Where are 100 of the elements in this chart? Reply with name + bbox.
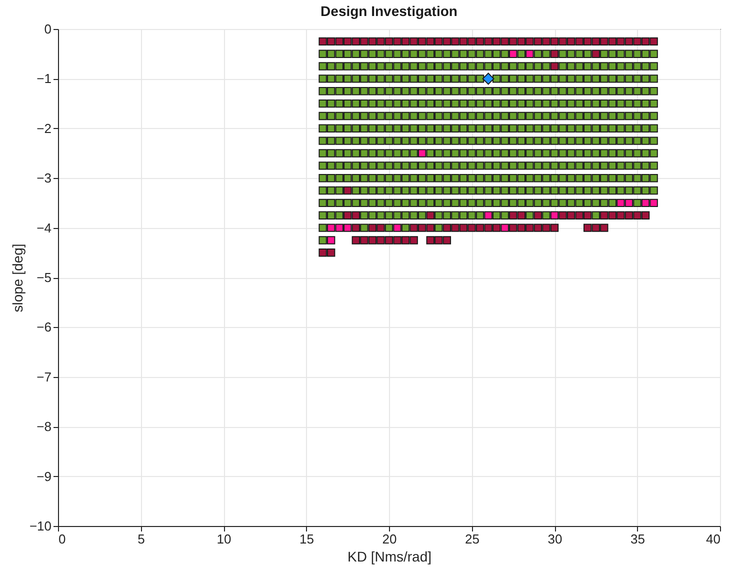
- point: [451, 149, 460, 158]
- point: [384, 198, 394, 208]
- point: [616, 198, 625, 208]
- x-tick-label: 10: [216, 532, 232, 546]
- point: [368, 211, 377, 220]
- point: [410, 124, 418, 133]
- point: [401, 136, 410, 145]
- point: [468, 136, 476, 145]
- point: [335, 74, 344, 83]
- point: [633, 37, 642, 46]
- point: [633, 136, 642, 145]
- point: [344, 37, 352, 46]
- point: [401, 149, 410, 158]
- point: [558, 198, 567, 208]
- point: [624, 186, 634, 195]
- point: [575, 50, 584, 58]
- point: [566, 37, 576, 46]
- point: [500, 99, 509, 108]
- point: [459, 124, 468, 133]
- point: [468, 174, 476, 182]
- point: [476, 186, 484, 195]
- point: [393, 149, 402, 158]
- point: [641, 174, 650, 182]
- point: [410, 224, 418, 232]
- point: [468, 50, 476, 58]
- point: [624, 50, 634, 58]
- point: [616, 37, 625, 46]
- point: [476, 62, 484, 70]
- point: [534, 112, 542, 120]
- point: [426, 149, 434, 158]
- point: [344, 149, 352, 158]
- point: [509, 124, 518, 133]
- point: [459, 186, 468, 195]
- point: [418, 112, 426, 120]
- point: [650, 99, 658, 108]
- point: [434, 99, 443, 108]
- point: [468, 37, 476, 46]
- point: [526, 162, 534, 170]
- point: [434, 162, 443, 170]
- point: [650, 62, 658, 70]
- point: [633, 186, 642, 195]
- point: [492, 211, 501, 220]
- point: [650, 50, 658, 58]
- point: [326, 62, 336, 70]
- point: [442, 198, 452, 208]
- point: [492, 124, 501, 133]
- point: [384, 124, 394, 133]
- point: [326, 186, 336, 195]
- point: [376, 162, 385, 170]
- point: [641, 162, 650, 170]
- point: [442, 149, 452, 158]
- point: [418, 211, 426, 220]
- point: [517, 50, 526, 58]
- point: [633, 112, 642, 120]
- point: [318, 236, 327, 244]
- point: [476, 124, 484, 133]
- point: [335, 211, 344, 220]
- point: [393, 37, 402, 46]
- point: [434, 211, 443, 220]
- point: [376, 174, 385, 182]
- point: [616, 62, 625, 70]
- point: [550, 211, 559, 220]
- point: [344, 174, 352, 182]
- point: [326, 198, 336, 208]
- point: [442, 236, 452, 244]
- point: [650, 37, 658, 46]
- point: [592, 124, 600, 133]
- point: [344, 124, 352, 133]
- point: [517, 124, 526, 133]
- point: [575, 162, 584, 170]
- point: [509, 211, 518, 220]
- point: [352, 198, 360, 208]
- point: [410, 37, 418, 46]
- point: [384, 149, 394, 158]
- point: [526, 74, 534, 83]
- point: [517, 149, 526, 158]
- point: [376, 198, 385, 208]
- point: [492, 198, 501, 208]
- point: [616, 211, 625, 220]
- point: [384, 186, 394, 195]
- point: [500, 136, 509, 145]
- point: [600, 149, 608, 158]
- point: [318, 112, 327, 120]
- point: [500, 37, 509, 46]
- point: [410, 99, 418, 108]
- point: [442, 174, 452, 182]
- point: [633, 198, 642, 208]
- point: [534, 211, 542, 220]
- point: [517, 224, 526, 232]
- point: [426, 162, 434, 170]
- point: [384, 74, 394, 83]
- point: [459, 74, 468, 83]
- point: [641, 50, 650, 58]
- point: [318, 248, 327, 257]
- point: [616, 174, 625, 182]
- point: [633, 62, 642, 70]
- point: [410, 211, 418, 220]
- point: [318, 99, 327, 108]
- point: [384, 62, 394, 70]
- point: [575, 37, 584, 46]
